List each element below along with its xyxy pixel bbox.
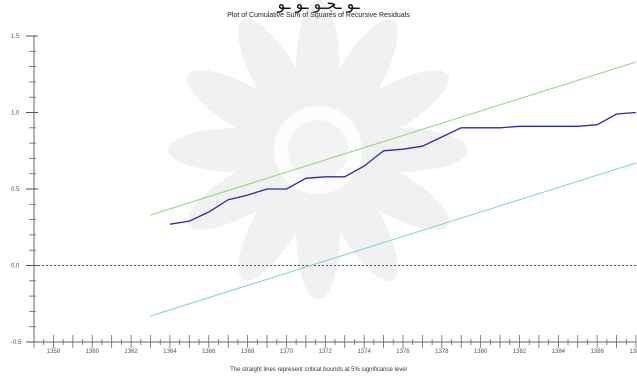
x-tick-label: 1378	[435, 349, 449, 355]
watermark-petal	[187, 150, 311, 230]
x-tick-label: 1380	[474, 349, 488, 355]
x-tick-label: 1358	[47, 349, 61, 355]
watermark-petal	[187, 70, 311, 150]
y-tick-label: 0.0	[11, 264, 20, 270]
cusumsq-line	[169, 111, 637, 225]
y-tick-label: -0.5	[11, 340, 22, 346]
x-tick-label: 1370	[280, 349, 294, 355]
watermark-petal	[296, 0, 340, 140]
x-tick-label: 1376	[396, 349, 410, 355]
x-tick-label: 1364	[163, 349, 177, 355]
x-tick-label: 1368	[241, 349, 255, 355]
x-tick-label: 1362	[124, 349, 138, 355]
chart-title: Plot of Cumulative Sum of Squares of Rec…	[227, 12, 410, 19]
x-tick-label: 1372	[319, 349, 333, 355]
x-tick-label: 1360	[86, 349, 100, 355]
watermark-ornament	[168, 0, 468, 300]
watermark-petal	[318, 157, 398, 281]
watermark-petal	[238, 157, 318, 281]
header-script-text: ـو ـجـو ـو ـو	[277, 0, 360, 13]
x-tick-label: 1384	[552, 349, 566, 355]
x-tick-label: 1386	[590, 349, 604, 355]
x-tick-label: 1366	[202, 349, 216, 355]
chart-note: The straight lines represent critical bo…	[230, 367, 407, 373]
watermark-petal	[318, 19, 398, 143]
lower-bound-line	[150, 162, 637, 317]
y-tick-label: 1.0	[11, 111, 20, 117]
y-tick-label: 1.5	[11, 34, 20, 40]
watermark-petal	[168, 128, 308, 172]
y-tick-label: 0.5	[11, 187, 20, 193]
upper-bound-line	[150, 61, 637, 216]
x-tick-label: 1388	[629, 349, 637, 355]
x-tick-label: 1374	[357, 349, 371, 355]
watermark-petal	[238, 19, 318, 143]
x-tick-label: 1382	[513, 349, 527, 355]
watermark-petal	[325, 70, 449, 150]
